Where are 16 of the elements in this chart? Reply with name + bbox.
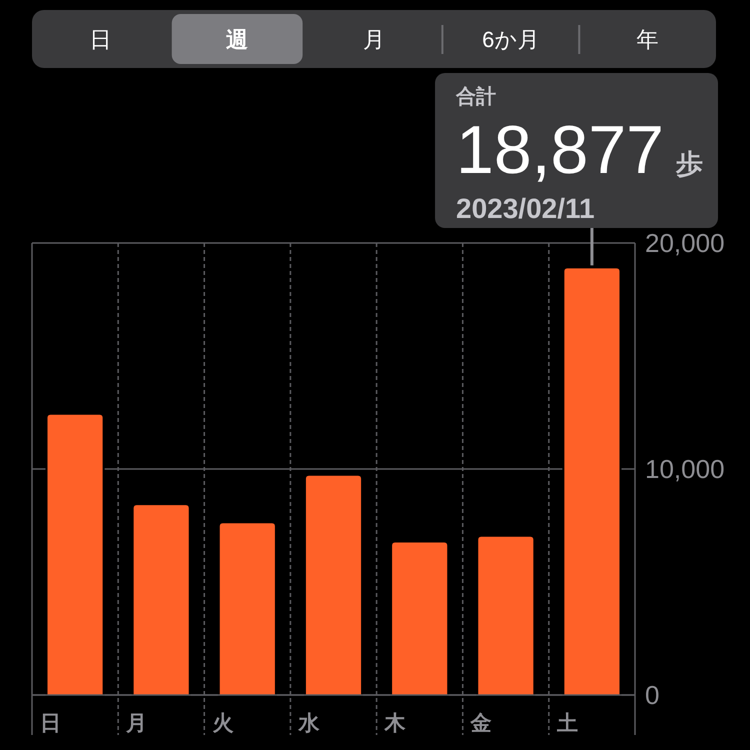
x-tick-label: 月	[125, 712, 148, 735]
y-tick-label: 10,000	[645, 454, 725, 484]
x-tick-label: 土	[556, 712, 578, 735]
category-label: 年	[636, 26, 659, 52]
category-label: 月	[363, 26, 385, 52]
x-tick-label: 木	[384, 712, 407, 735]
x-tick-label: 火	[212, 712, 234, 735]
x-tick-label: 金	[470, 712, 492, 735]
x-tick-label: 日	[40, 712, 61, 735]
x-tick-label: 水	[297, 712, 320, 735]
y-tick-label: 0	[645, 680, 660, 710]
category-label: 日	[89, 26, 112, 52]
category-label: 週	[226, 26, 248, 52]
y-tick-label: 20,000	[645, 228, 725, 258]
category-label: 6か月	[482, 26, 540, 52]
annotation: 18,877 歩	[456, 112, 703, 188]
